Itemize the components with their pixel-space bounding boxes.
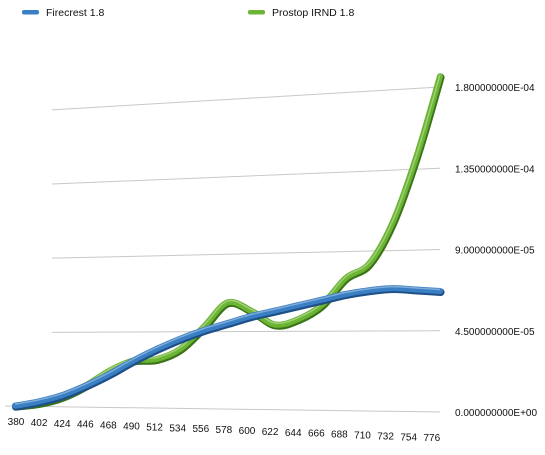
legend: Firecrest 1.8 Prostop IRND 1.8 (22, 7, 354, 19)
x-tick-label: 776 (423, 433, 440, 444)
x-tick-label: 644 (285, 428, 302, 439)
series-line (12, 73, 443, 409)
legend-item: Prostop IRND 1.8 (248, 7, 354, 19)
x-tick-label: 622 (262, 427, 279, 438)
x-tick-label: 402 (31, 418, 48, 429)
legend-label: Prostop IRND 1.8 (272, 7, 354, 19)
x-tick-label: 446 (77, 420, 94, 431)
x-tick-label: 556 (192, 424, 209, 435)
x-tick-label: 424 (54, 419, 71, 430)
x-axis-tick-labels: 380 402 424 446 468 490 512 534 556 578 600 622 644 6… (8, 417, 441, 444)
x-tick-label: 512 (146, 422, 163, 433)
grid-line (4, 405, 441, 413)
x-tick-label: 534 (169, 423, 186, 434)
legend-item: Firecrest 1.8 (22, 7, 105, 19)
y-tick-label: 1.800000000E-04 (455, 83, 535, 94)
x-tick-label: 600 (239, 426, 256, 437)
x-tick-label: 578 (216, 425, 233, 436)
y-tick-label: 4.500000000E-05 (455, 327, 535, 338)
y-tick-label: 1.350000000E-04 (455, 164, 535, 175)
x-tick-label: 380 (8, 417, 25, 428)
series-line-highlight (14, 285, 441, 405)
legend-label: Firecrest 1.8 (46, 7, 105, 19)
series-prostop (12, 73, 445, 411)
legend-swatch (22, 10, 39, 15)
series-line-highlight (14, 74, 441, 405)
x-tick-label: 754 (400, 432, 417, 443)
grid-line (51, 86, 441, 111)
grid-line (51, 330, 441, 333)
x-tick-label: 490 (123, 422, 140, 433)
legend-swatch (248, 10, 265, 15)
y-tick-label: 9.000000000E-05 (455, 246, 535, 257)
y-tick-label: 0.000000000E+00 (455, 408, 537, 419)
series-line (12, 285, 443, 409)
series-firecrest (12, 285, 445, 411)
grid-line (51, 167, 441, 185)
x-tick-label: 688 (331, 430, 348, 441)
y-axis-tick-labels: 0.000000000E+00 4.500000000E-05 9.00000000… (455, 83, 537, 419)
x-tick-label: 710 (354, 431, 371, 442)
x-tick-label: 666 (308, 429, 325, 440)
x-tick-label: 468 (100, 421, 117, 432)
x-tick-label: 732 (377, 431, 394, 442)
series-layer (12, 73, 445, 411)
grid-lines (4, 86, 441, 413)
series-line-shadow (12, 73, 445, 411)
